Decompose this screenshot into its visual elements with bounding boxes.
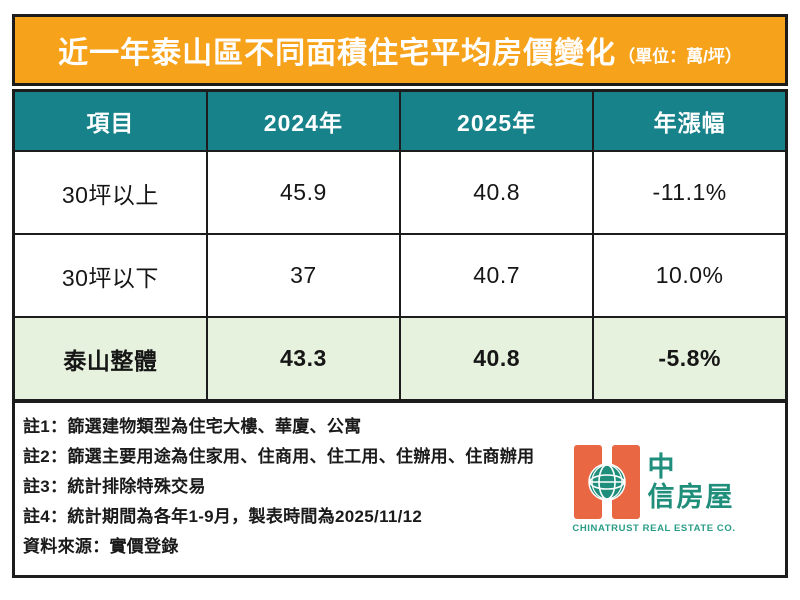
cell-item: 30坪以上 (12, 150, 208, 235)
page-title: 近一年泰山區不同面積住宅平均房價變化 (58, 37, 617, 70)
table-body: 30坪以上 45.9 40.8 -11.1% 30坪以下 37 40.7 10.… (12, 150, 788, 402)
cell-yoy: -11.1% (592, 150, 788, 235)
chinatrust-logo: 中 信房屋 CHINATRUST REAL ESTATE CO. (559, 445, 749, 575)
cell-2025: 40.8 (398, 150, 595, 235)
cell-yoy: -5.8% (592, 316, 788, 402)
header-item: 項目 (12, 89, 208, 152)
logo-name-line1: 中 (647, 452, 677, 482)
cell-2024: 43.3 (205, 316, 402, 402)
header-2025: 2025年 (398, 89, 595, 152)
table-row-over-30ping: 30坪以上 45.9 40.8 -11.1% (12, 150, 788, 235)
table-header: 項目 2024年 2025年 年漲幅 (12, 89, 788, 152)
cell-2025: 40.8 (398, 316, 595, 402)
title-banner: 近一年泰山區不同面積住宅平均房價變化 （單位：萬/坪） (12, 14, 788, 86)
footnotes-section: 註1：篩選建物類型為住宅大樓、華廈、公寓 註2：篩選主要用途為住家用、住商用、住… (12, 400, 788, 578)
header-2024: 2024年 (205, 89, 402, 152)
logo-name-line2: 信房屋 (647, 482, 735, 512)
header-yoy-change: 年漲幅 (592, 89, 788, 152)
price-table: 項目 2024年 2025年 年漲幅 30坪以上 45.9 40.8 -11.1… (12, 89, 788, 402)
cell-2025: 40.7 (398, 233, 595, 318)
cell-yoy: 10.0% (592, 233, 788, 318)
logo-top: 中 信房屋 (573, 445, 735, 519)
note-4: 註4：統計期間為各年1-9月，製表時間為2025/11/12 (23, 507, 423, 526)
note-2: 註2：篩選主要用途為住家用、住商用、住工用、住辦用、住商辦用 (23, 447, 535, 466)
cell-2024: 45.9 (205, 150, 402, 235)
note-3: 註3：統計排除特殊交易 (23, 477, 206, 496)
unit-label: （單位：萬/坪） (618, 46, 742, 66)
logo-name-chinese: 中 信房屋 (648, 452, 735, 512)
cell-item: 30坪以下 (12, 233, 208, 318)
table-row-under-30ping: 30坪以下 37 40.7 10.0% (12, 233, 788, 318)
data-source: 資料來源：實價登錄 (23, 537, 179, 556)
logo-caption-english: CHINATRUST REAL ESTATE CO. (572, 523, 736, 534)
footnotes-list: 註1：篩選建物類型為住宅大樓、華廈、公寓 註2：篩選主要用途為住家用、住商用、住… (15, 403, 559, 575)
header-row: 項目 2024年 2025年 年漲幅 (12, 89, 788, 152)
chinatrust-logo-mark (573, 445, 640, 519)
note-1: 註1：篩選建物類型為住宅大樓、華廈、公寓 (23, 417, 362, 436)
cell-2024: 37 (205, 233, 402, 318)
table-row-taishan-overall: 泰山整體 43.3 40.8 -5.8% (12, 316, 788, 402)
cell-item: 泰山整體 (12, 316, 208, 402)
globe-icon (587, 463, 626, 501)
